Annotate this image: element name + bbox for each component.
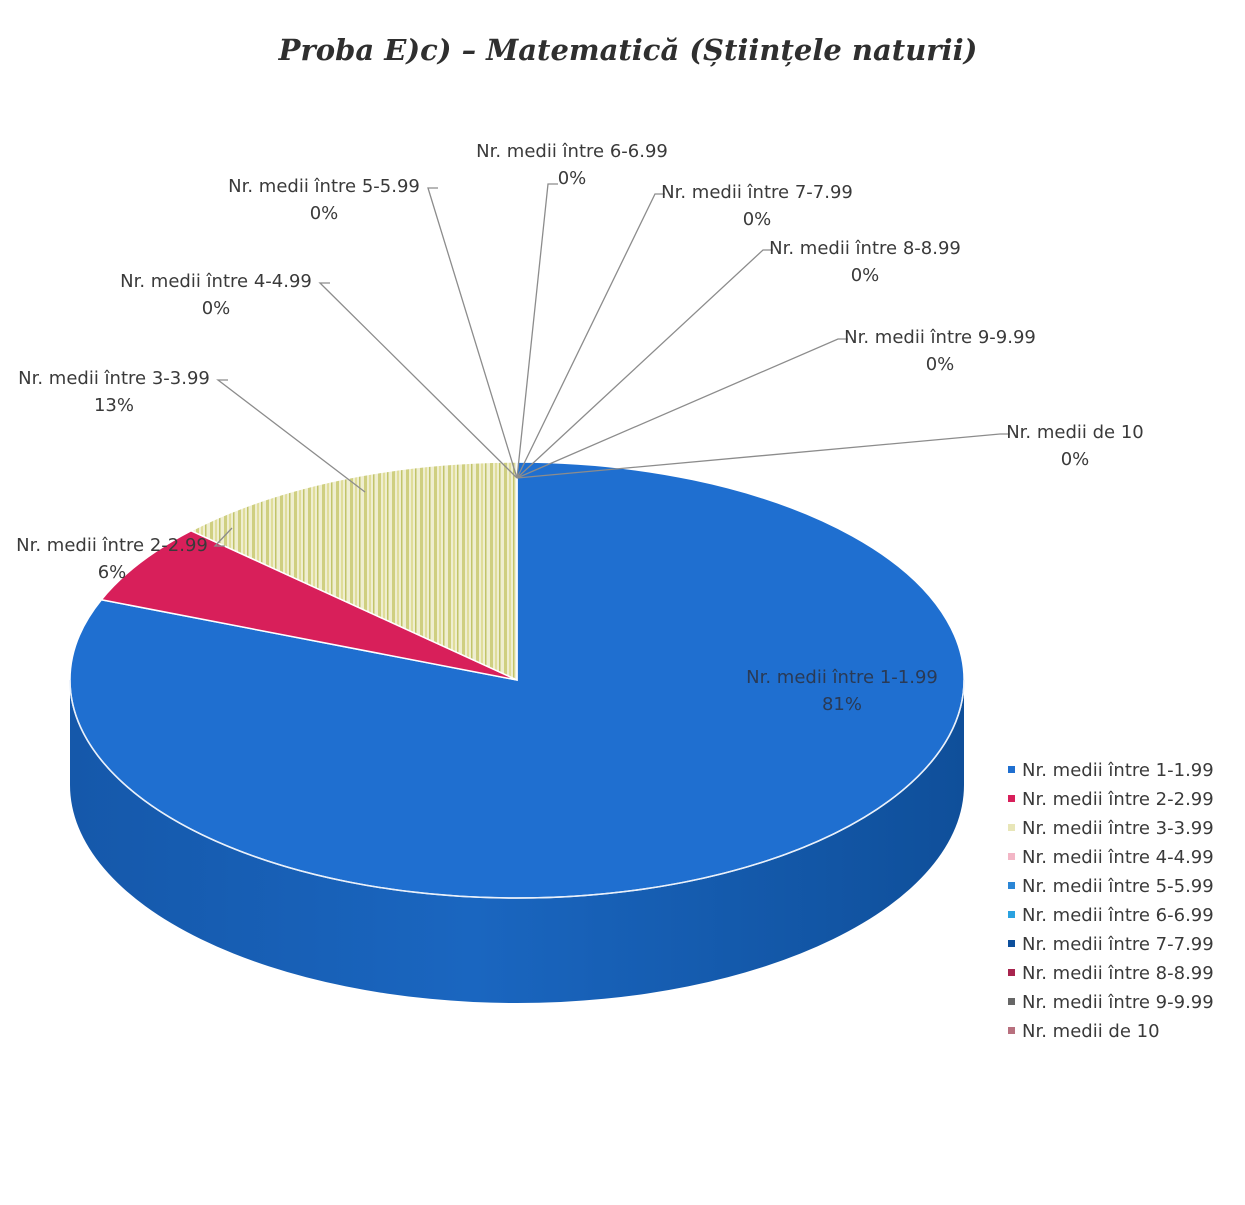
legend-swatch-nr-medii-ntre-3-3-99 (1008, 824, 1015, 831)
pie-plot-area (69, 461, 965, 1003)
data-label-category-nr-medii-ntre-5-5-99: Nr. medii între 5-5.99 (228, 176, 420, 197)
data-label-value-nr-medii-ntre-2-2-99: 6% (98, 562, 127, 583)
leader-line-nr-medii-ntre-9-9-99 (516, 338, 848, 479)
leader-line-nr-medii-ntre-8-8-99 (516, 249, 773, 479)
data-label-category-nr-medii-ntre-4-4-99: Nr. medii între 4-4.99 (120, 271, 312, 292)
leader-line-nr-medii-ntre-2-2-99 (213, 527, 233, 547)
legend-swatch-nr-medii-ntre-4-4-99 (1008, 853, 1015, 860)
data-label-value-nr-medii-ntre-5-5-99: 0% (310, 203, 339, 224)
legend-label-nr-medii-ntre-4-4-99: Nr. medii între 4-4.99 (1022, 847, 1214, 868)
data-label-value-nr-medii-ntre-6-6-99: 0% (558, 168, 587, 189)
legend-swatch-nr-medii-ntre-1-1-99 (1008, 766, 1015, 773)
legend-label-nr-medii-de-10: Nr. medii de 10 (1022, 1021, 1160, 1042)
data-label-value-nr-medii-ntre-1-1-99: 81% (822, 694, 862, 715)
leader-line-nr-medii-ntre-6-6-99 (516, 183, 558, 479)
leader-line-nr-medii-ntre-7-7-99 (516, 193, 665, 479)
leader-line-nr-medii-de-10 (516, 433, 1010, 479)
slice-nr-medii-ntre-2-2-99 (100, 529, 518, 681)
data-label-category-nr-medii-ntre-6-6-99: Nr. medii între 6-6.99 (476, 141, 668, 162)
leader-lines (213, 183, 1010, 547)
data-label-category-nr-medii-de-10: Nr. medii de 10 (1006, 422, 1144, 443)
data-label-value-nr-medii-ntre-3-3-99: 13% (94, 395, 134, 416)
legend-swatch-nr-medii-ntre-7-7-99 (1008, 940, 1015, 947)
data-label-value-nr-medii-ntre-8-8-99: 0% (851, 265, 880, 286)
pie-rim (69, 679, 965, 899)
data-label-category-nr-medii-ntre-9-9-99: Nr. medii între 9-9.99 (844, 327, 1036, 348)
legend-swatch-nr-medii-ntre-6-6-99 (1008, 911, 1015, 918)
legend-swatch-nr-medii-ntre-2-2-99 (1008, 795, 1015, 802)
leader-line-nr-medii-ntre-4-4-99 (318, 282, 518, 479)
legend-swatch-nr-medii-ntre-8-8-99 (1008, 969, 1015, 976)
data-label-value-nr-medii-ntre-9-9-99: 0% (926, 354, 955, 375)
data-label-value-nr-medii-de-10: 0% (1061, 449, 1090, 470)
legend: Nr. medii între 1-1.99 Nr. medii între 2-… (1008, 760, 1214, 1042)
legend-swatch-nr-medii-de-10 (1008, 1027, 1015, 1034)
legend-label-nr-medii-ntre-2-2-99: Nr. medii între 2-2.99 (1022, 789, 1214, 810)
leader-line-nr-medii-ntre-3-3-99 (216, 379, 366, 493)
legend-label-nr-medii-ntre-5-5-99: Nr. medii între 5-5.99 (1022, 876, 1214, 897)
data-label-value-nr-medii-ntre-4-4-99: 0% (202, 298, 231, 319)
legend-swatch-nr-medii-ntre-5-5-99 (1008, 882, 1015, 889)
data-label-category-nr-medii-ntre-3-3-99: Nr. medii între 3-3.99 (18, 368, 210, 389)
slice-nr-medii-ntre-3-3-99 (189, 461, 518, 682)
legend-label-nr-medii-ntre-3-3-99: Nr. medii între 3-3.99 (1022, 818, 1214, 839)
data-label-category-nr-medii-ntre-1-1-99: Nr. medii între 1-1.99 (746, 667, 938, 688)
chart-title: Proba E)c) – Matematică (Științele natur… (278, 33, 978, 67)
legend-label-nr-medii-ntre-6-6-99: Nr. medii între 6-6.99 (1022, 905, 1214, 926)
data-label-value-nr-medii-ntre-7-7-99: 0% (743, 209, 772, 230)
legend-label-nr-medii-ntre-1-1-99: Nr. medii între 1-1.99 (1022, 760, 1214, 781)
legend-swatch-nr-medii-ntre-9-9-99 (1008, 998, 1015, 1005)
legend-label-nr-medii-ntre-9-9-99: Nr. medii între 9-9.99 (1022, 992, 1214, 1013)
leader-line-nr-medii-ntre-5-5-99 (427, 187, 518, 479)
data-labels: Nr. medii între 1-1.99 81% Nr. medii între… (16, 141, 1144, 715)
data-label-category-nr-medii-ntre-7-7-99: Nr. medii între 7-7.99 (661, 182, 853, 203)
slice-side-nr-medii-ntre-1-1-99 (70, 680, 964, 1003)
data-label-category-nr-medii-ntre-8-8-99: Nr. medii între 8-8.99 (769, 238, 961, 259)
legend-label-nr-medii-ntre-8-8-99: Nr. medii între 8-8.99 (1022, 963, 1214, 984)
legend-label-nr-medii-ntre-7-7-99: Nr. medii între 7-7.99 (1022, 934, 1214, 955)
data-label-category-nr-medii-ntre-2-2-99: Nr. medii între 2-2.99 (16, 535, 208, 556)
